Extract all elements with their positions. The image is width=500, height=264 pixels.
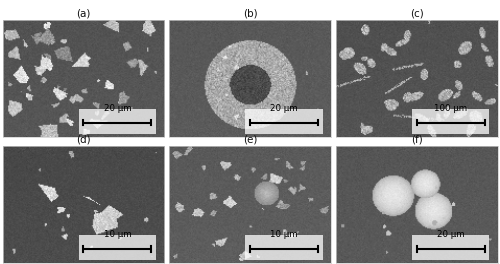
Text: 10 μm: 10 μm bbox=[270, 230, 298, 239]
Text: (c): (c) bbox=[410, 8, 424, 18]
Text: (d): (d) bbox=[76, 134, 90, 144]
Text: 100 μm: 100 μm bbox=[434, 104, 467, 113]
Text: (b): (b) bbox=[242, 8, 258, 18]
FancyBboxPatch shape bbox=[245, 235, 323, 260]
Text: 20 μm: 20 μm bbox=[104, 104, 131, 113]
FancyBboxPatch shape bbox=[245, 109, 323, 134]
Text: 20 μm: 20 μm bbox=[437, 230, 464, 239]
Text: (a): (a) bbox=[76, 8, 90, 18]
FancyBboxPatch shape bbox=[412, 235, 490, 260]
FancyBboxPatch shape bbox=[412, 109, 490, 134]
FancyBboxPatch shape bbox=[78, 109, 156, 134]
Text: (e): (e) bbox=[243, 134, 257, 144]
FancyBboxPatch shape bbox=[78, 235, 156, 260]
Text: (f): (f) bbox=[410, 134, 422, 144]
Text: 10 μm: 10 μm bbox=[104, 230, 131, 239]
Text: 20 μm: 20 μm bbox=[270, 104, 298, 113]
